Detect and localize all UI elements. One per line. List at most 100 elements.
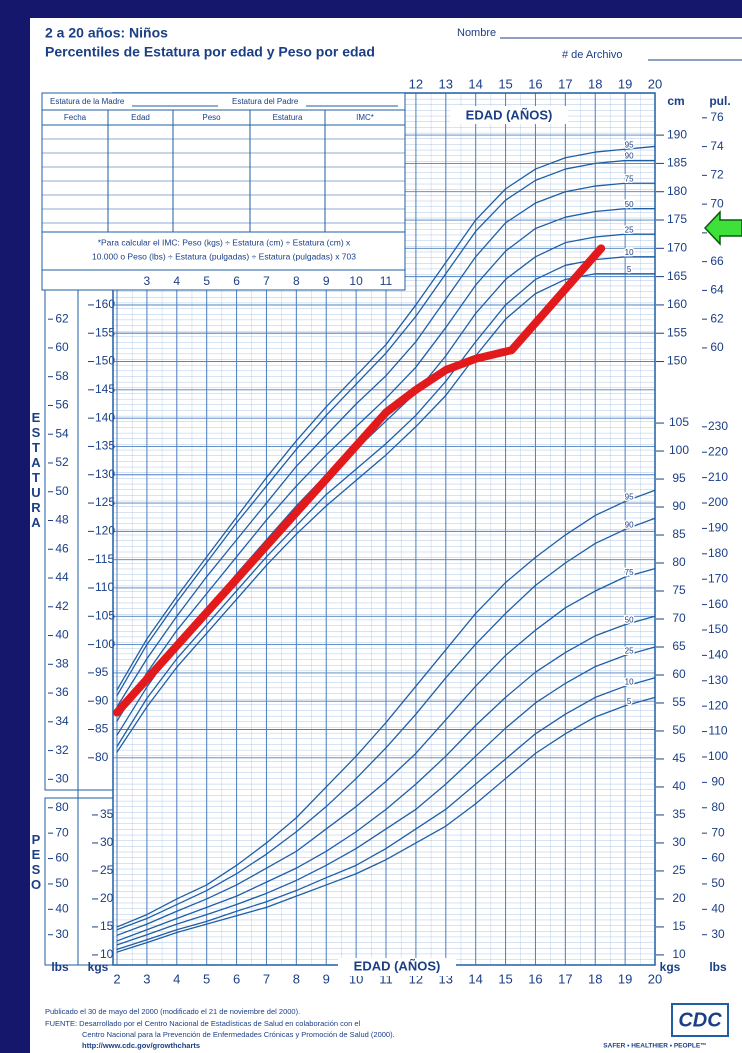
x-tick-label: 5 (203, 274, 210, 288)
x-tick-label: 14 (468, 76, 482, 91)
y2-axis-label: PESO (30, 832, 42, 892)
x-tick-label: 4 (173, 971, 180, 986)
source-note: Centro Nacional para la Prevención de En… (82, 1030, 395, 1039)
x-tick-label: 19 (618, 971, 632, 986)
column-header: Edad (131, 113, 150, 122)
y-tick-label: 62 (55, 311, 69, 325)
x-axis-label: EDAD (AÑOS) (466, 107, 553, 122)
y-tick-label: 90 (711, 775, 725, 789)
y-tick-label: 80 (711, 800, 725, 814)
y-tick-label: 120 (95, 524, 115, 538)
curve-label: 10 (625, 677, 634, 686)
y-tick-label: 52 (55, 455, 69, 469)
y-tick-label: 30 (100, 835, 114, 849)
y-tick-label: 95 (95, 665, 109, 679)
curve-label: 5 (627, 697, 632, 706)
label-bg (450, 106, 568, 124)
y-tick-label: 34 (55, 714, 69, 728)
y-tick-label: 160 (667, 297, 687, 311)
y-tick-label: 32 (55, 743, 69, 757)
y-tick-label: 40 (55, 902, 69, 916)
y-tick-label: 190 (708, 521, 728, 535)
y-tick-label: 56 (55, 398, 69, 412)
y-tick-label: 125 (95, 495, 115, 509)
y-tick-label: 10 (100, 947, 114, 961)
y-tick-label: 170 (667, 240, 687, 254)
curve-label: 95 (625, 140, 634, 149)
y-tick-label: 70 (711, 825, 725, 839)
x-tick-label: 15 (498, 971, 512, 986)
title: 2 a 20 años: Niños (45, 25, 168, 41)
mother-label: Estatura de la Madre (50, 97, 125, 106)
y-axis-label: ESTATURA (31, 410, 41, 530)
pointer-arrow (703, 210, 742, 246)
y-tick-label: 65 (672, 639, 686, 653)
y-tick-label: 25 (100, 863, 114, 877)
percentile-curve (116, 489, 656, 928)
y-tick-label: 160 (95, 297, 115, 311)
y-tick-label: 165 (667, 269, 687, 283)
column-header: IMC* (356, 113, 374, 122)
unit-label: lbs (51, 960, 69, 974)
y-tick-label: 38 (55, 656, 69, 670)
x-tick-label: 6 (233, 971, 240, 986)
x-tick-label: 18 (588, 76, 602, 91)
unit-label: kgs (660, 960, 681, 974)
y-tick-label: 90 (672, 499, 686, 513)
slogan: SAFER • HEALTHIER • PEOPLE™ (603, 1043, 706, 1050)
y-tick-label: 180 (667, 184, 687, 198)
curve-label: 25 (625, 225, 634, 234)
y-tick-label: 100 (95, 637, 115, 651)
y-tick-label: 46 (55, 541, 69, 555)
x-tick-label: 20 (648, 76, 662, 91)
y-tick-label: 110 (95, 580, 114, 594)
y-tick-label: 105 (669, 415, 689, 429)
y-tick-label: 80 (95, 750, 109, 764)
name-label: Nombre (457, 27, 496, 39)
x-tick-label: 10 (349, 274, 363, 288)
y-tick-label: 55 (672, 695, 686, 709)
x-tick-label: 15 (498, 76, 512, 91)
y-tick-label: 50 (55, 484, 69, 498)
unit-label: pul. (709, 94, 730, 108)
x-tick-label: 8 (293, 971, 300, 986)
plot: 2 3 4 5 6 7 8 9 10 11 1212131314141515161617171818… (44, 76, 731, 986)
percentile-curve (116, 646, 656, 946)
y-tick-label: 175 (667, 212, 687, 226)
y-tick-label: 155 (667, 325, 687, 339)
y-tick-label: 150 (708, 622, 728, 636)
x-tick-label: 17 (558, 76, 572, 91)
y-tick-label: 85 (95, 722, 109, 736)
y-tick-label: 50 (711, 876, 725, 890)
y-tick-label: 72 (710, 168, 724, 182)
unit-label: lbs (709, 960, 727, 974)
x-tick-label: 20 (648, 971, 662, 986)
y-tick-label: 62 (710, 311, 724, 325)
percentile-curve (116, 182, 656, 708)
curve-label: 50 (625, 200, 634, 209)
x-tick-label: 14 (468, 971, 482, 986)
x-tick-label: 3 (143, 971, 150, 986)
source-note: FUENTE: Desarrollado por el Centro Nacio… (45, 1019, 360, 1028)
y-tick-label: 70 (672, 611, 686, 625)
x-axis-label: EDAD (AÑOS) (354, 958, 441, 973)
x-tick-label: 18 (588, 971, 602, 986)
x-tick-label: 2 (113, 971, 120, 986)
column-header: Peso (202, 113, 221, 122)
y-tick-label: 74 (710, 139, 724, 153)
y-tick-label: 70 (55, 825, 69, 839)
x-tick-label: 17 (558, 971, 572, 986)
y-tick-label: 180 (708, 546, 728, 560)
curve-label: 90 (625, 521, 634, 530)
x-tick-label: 11 (380, 274, 393, 288)
percentile-curve (116, 159, 656, 697)
unit-label: kgs (88, 960, 109, 974)
percentile-curve (116, 677, 656, 950)
x-tick-label: 13 (439, 76, 453, 91)
y-tick-label: 15 (672, 919, 686, 933)
x-tick-label: 7 (263, 274, 270, 288)
y-tick-label: 30 (55, 772, 69, 786)
percentile-curve (116, 615, 656, 942)
x-tick-label: 16 (528, 971, 542, 986)
y-tick-label: 140 (95, 410, 115, 424)
